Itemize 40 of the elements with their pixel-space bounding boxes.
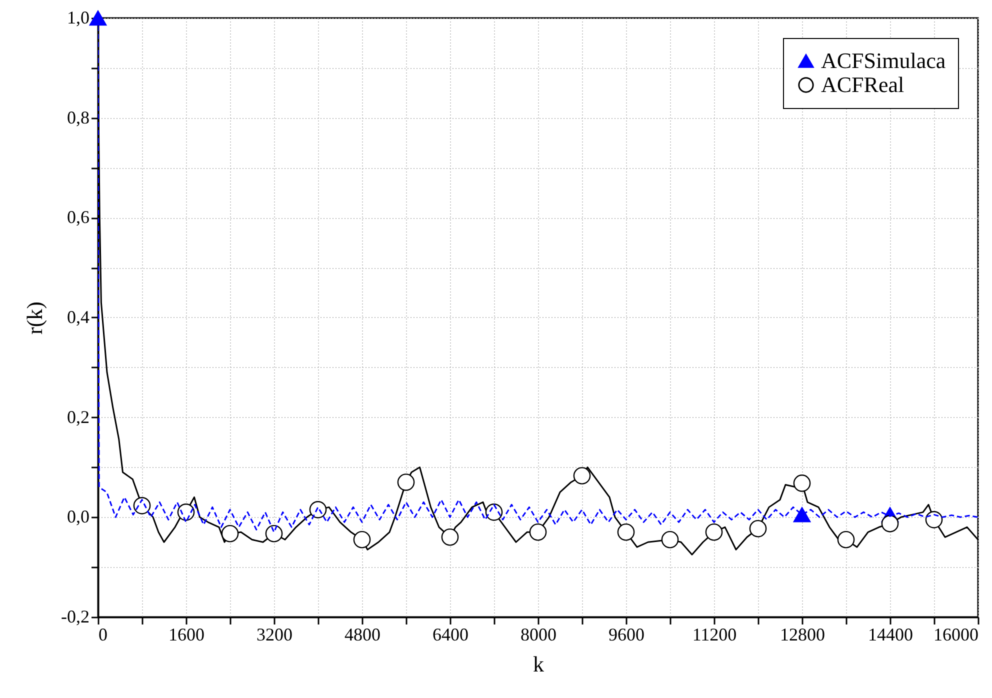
point [617,523,635,541]
point [529,523,547,541]
legend-label: ACFSimulaca [821,48,946,73]
point [881,515,899,532]
point [89,10,107,26]
y-axis-title: r(k) [22,302,48,334]
x-tick-label: 1600 [168,624,204,644]
point [573,467,591,484]
legend-label: ACFReal [821,72,904,97]
x-tick-label: 0 [98,624,108,644]
x-axis-title: k [533,652,544,676]
x-tick-label: 16000 [934,624,978,644]
x-tick-label: 9600 [608,624,644,644]
point [705,523,723,541]
point [397,474,415,491]
point [309,501,327,518]
y-tick-label: 0,0 [67,506,90,527]
x-tick-label: 11200 [692,624,737,644]
y-tick-label: 0,6 [67,207,90,228]
point [793,507,811,522]
x-tick-label: 3200 [256,624,292,644]
point [661,530,679,548]
x-tick-label: 6400 [432,624,468,644]
y-tick-label: 0,8 [67,107,90,128]
point [925,511,943,528]
x-tick-label: 14400 [868,624,913,644]
point [221,524,239,542]
point [837,530,855,548]
x-tick-label: 12800 [780,624,825,644]
y-tick-label: 0,4 [67,307,90,327]
point [265,524,283,542]
y-tick-label: 0,2 [67,406,90,427]
x-tick-label: 4800 [344,624,380,644]
point [353,530,371,548]
point [441,528,459,546]
x-tick-label: 8000 [520,624,556,644]
point [749,520,767,538]
y-tick-label: -0,2 [61,606,90,626]
point [793,474,811,492]
y-tick-label: 1,0 [67,8,90,28]
